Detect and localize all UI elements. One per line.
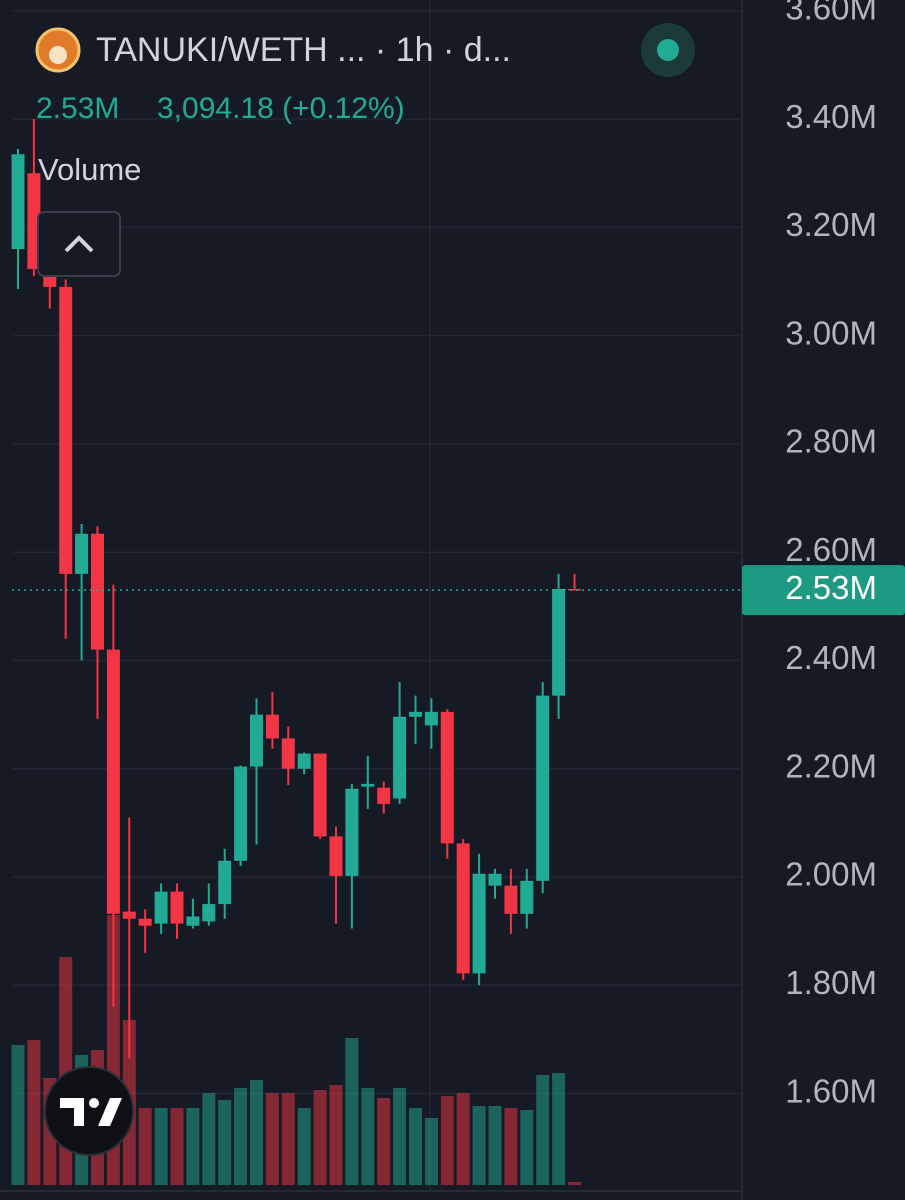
volume-bar [409,1108,422,1185]
volume-value: 2.53M [36,92,119,125]
volume-bar [250,1080,263,1185]
candle-body [313,753,327,837]
logo[interactable] [44,1066,134,1156]
volume-bar [377,1098,391,1185]
candle-body [345,788,359,876]
y-tick-label: 3.60M [785,0,877,27]
volume-bar [536,1075,550,1185]
y-tick-label: 2.00M [785,856,877,893]
volume-bar [361,1088,375,1185]
candle-body [456,843,470,974]
logo-mark [60,1098,122,1126]
candle-body [440,711,454,844]
volume-bar [488,1106,502,1185]
candle-body [281,738,295,769]
volume-bar [186,1108,200,1185]
candle-body [106,649,120,914]
candle-body [568,589,581,591]
logo-dot [89,1098,99,1108]
candle-body [424,711,438,726]
volume-bar [297,1108,311,1185]
candle-body [488,873,502,886]
y-tick-label: 2.20M [785,747,877,784]
volume-bar [504,1108,518,1185]
price-change: 3,094.18 (+0.12%) [157,92,405,125]
y-tick-label: 3.20M [785,206,877,243]
candle-body [170,891,184,924]
volume-bar [265,1093,279,1185]
candle-layer [11,119,581,1059]
volume-bar [313,1090,327,1185]
chevron-icon [64,235,94,253]
volume-bar [440,1096,454,1185]
y-tick-label: 3.40M [785,98,877,135]
candle-body [265,714,279,739]
volume-bar [11,1045,25,1185]
token-icon-face [49,46,67,64]
candle-body [11,154,25,250]
chart-title: TANUKI/WETH ... · 1h · d... [96,31,511,69]
volume-bar [218,1100,232,1185]
volume-bar [281,1093,295,1185]
candle-body [520,880,534,914]
candle-body [186,916,200,926]
volume-bar [472,1106,486,1185]
volume-bar [154,1108,168,1185]
y-tick-label: 1.60M [785,1072,877,1109]
candle-body [393,716,407,799]
volume-bar [393,1088,407,1185]
y-tick-label: 1.80M [785,964,877,1001]
volume-bar [138,1108,152,1185]
status-dot [657,39,679,61]
y-tick-label: 2.60M [785,531,877,568]
volume-bar [27,1040,41,1185]
candle-body [138,918,152,926]
candle-body [536,695,550,881]
volume-bar [234,1088,248,1185]
collapse-button[interactable] [37,211,121,277]
volume-bar [170,1108,184,1185]
candle-body [202,904,216,922]
volume-title: Volume [38,152,141,187]
candle-body [297,753,311,769]
candle-body [91,533,104,650]
candle-body [250,714,263,767]
candle-body [377,787,391,804]
candle-body [409,711,422,717]
candle-body [329,836,343,876]
candle-body [75,533,89,574]
y-axis: 1.60M 1.80M 2.00M 2.20M 2.40M 2.60M 2.80M 3.00M… [12,0,905,1109]
candle-body [504,885,518,914]
volume-bar [456,1093,470,1185]
candle-body [154,891,168,924]
y-tick-label: 2.40M [785,639,877,676]
candle-body [59,286,73,574]
candle-body [234,766,248,861]
volume-bar [329,1085,343,1185]
volume-bar [520,1110,534,1185]
candle-body [122,911,136,919]
volume-bar [424,1118,438,1185]
candle-body [218,860,232,905]
volume-bar [552,1073,566,1185]
price-tag [742,565,905,616]
volume-bar [202,1093,216,1185]
volume-bar [568,1182,581,1185]
candle-body [361,783,375,787]
candle-body [552,589,566,696]
grid [12,10,742,1095]
candle-body [472,873,486,974]
candle-body [43,273,57,287]
volume-bar [345,1038,359,1185]
y-tick-label: 3.00M [785,314,877,351]
price-tag-label: 2.53M [785,569,877,606]
y-tick-label: 2.80M [785,423,877,460]
